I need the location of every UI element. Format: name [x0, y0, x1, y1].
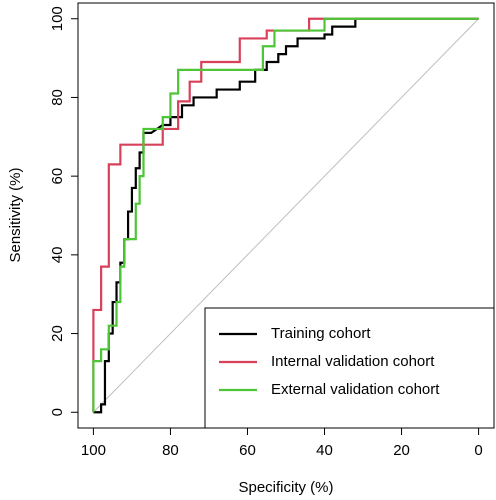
legend-box	[204, 307, 495, 429]
x-axis-label: Specificity (%)	[238, 479, 333, 496]
y-tick-label: 100	[49, 6, 66, 31]
y-tick-label: 20	[49, 325, 66, 342]
reference-line	[93, 18, 479, 413]
x-tick-label: 0	[474, 442, 482, 459]
x-tick-label: 80	[162, 442, 179, 459]
roc-curve	[92, 17, 479, 413]
x-tick-label: 40	[316, 442, 333, 459]
y-tick-label: 60	[49, 168, 66, 185]
legend-label: Training cohort	[271, 325, 371, 342]
legend-label: External validation cohort	[271, 381, 440, 398]
legend-label: Internal validation cohort	[271, 353, 435, 370]
x-tick-label: 60	[239, 442, 256, 459]
y-tick-label: 80	[49, 89, 66, 106]
y-axis-label: Sensitivity (%)	[7, 167, 24, 262]
roc-curve	[92, 17, 479, 413]
y-tick-label: 0	[49, 408, 66, 416]
y-tick-label: 40	[49, 247, 66, 264]
x-tick-label: 100	[81, 442, 106, 459]
x-tick-label: 20	[393, 442, 410, 459]
